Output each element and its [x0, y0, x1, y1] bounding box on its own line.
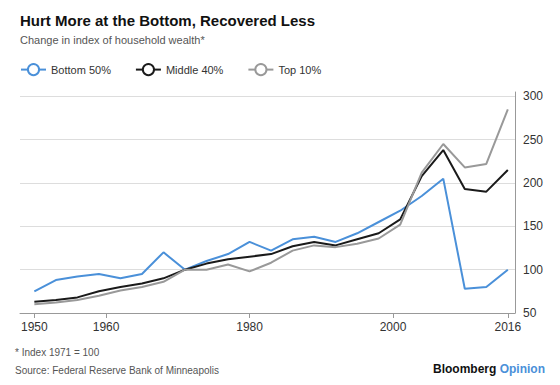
svg-text:250: 250 [523, 133, 543, 147]
svg-text:2016: 2016 [494, 320, 521, 334]
svg-text:Hurt More at the Bottom, Recov: Hurt More at the Bottom, Recovered Less [20, 12, 315, 29]
svg-text:Source: Federal Reserve Bank o: Source: Federal Reserve Bank of Minneapo… [15, 365, 219, 376]
svg-text:1960: 1960 [93, 320, 120, 334]
svg-text:2000: 2000 [380, 320, 407, 334]
svg-text:Middle 40%: Middle 40% [166, 64, 224, 76]
svg-text:1950: 1950 [21, 320, 48, 334]
svg-text:Bloomberg: Bloomberg [433, 362, 496, 376]
svg-text:300: 300 [523, 89, 543, 103]
svg-text:100: 100 [523, 263, 543, 277]
svg-text:Bottom 50%: Bottom 50% [51, 64, 111, 76]
svg-text:150: 150 [523, 219, 543, 233]
svg-text:Top 10%: Top 10% [278, 64, 321, 76]
svg-text:Opinion: Opinion [500, 362, 545, 376]
svg-text:200: 200 [523, 176, 543, 190]
svg-text:1980: 1980 [236, 320, 263, 334]
svg-text:* Index 1971 = 100: * Index 1971 = 100 [15, 347, 100, 358]
svg-text:50: 50 [523, 306, 537, 320]
svg-text:Change in index of household w: Change in index of household wealth* [20, 34, 205, 46]
